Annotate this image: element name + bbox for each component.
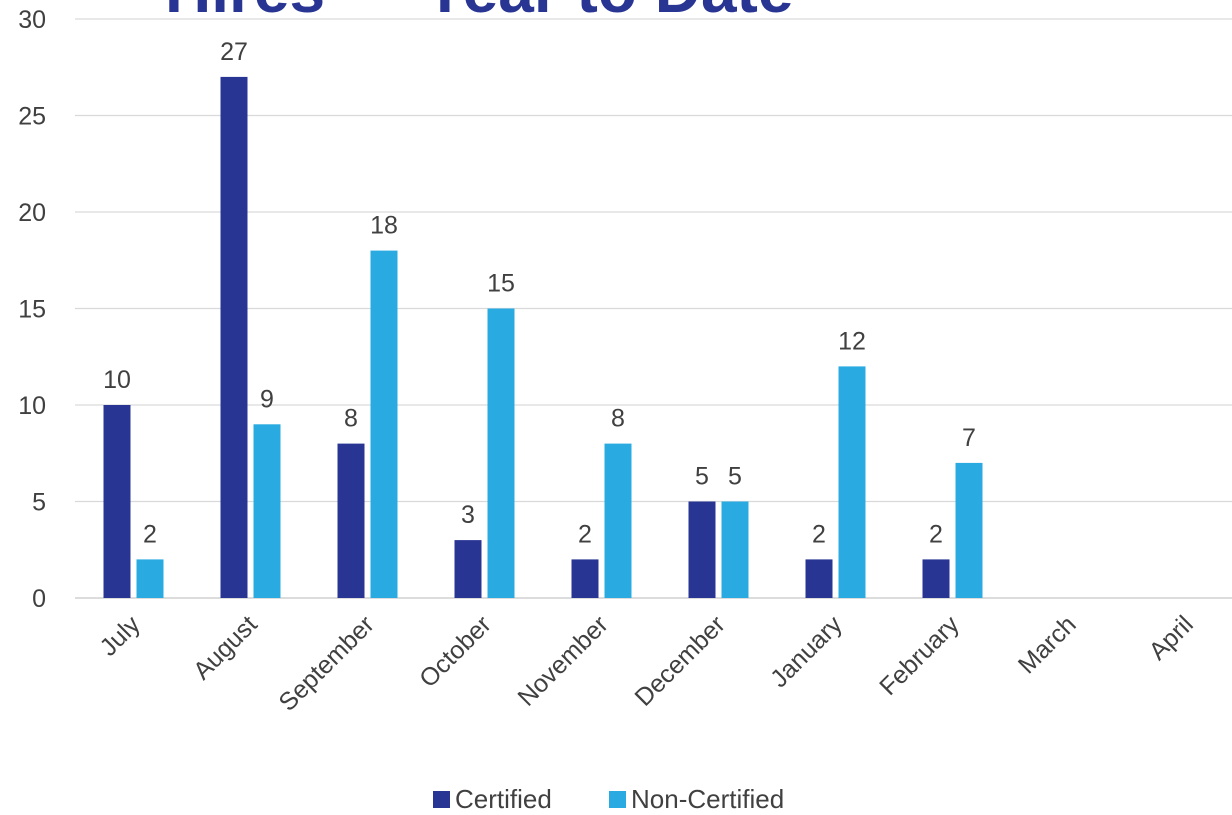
- x-tick-label: November: [512, 610, 613, 711]
- bar: [253, 424, 281, 598]
- chart-title: Hires — Year to Date: [165, 0, 793, 26]
- bar: [136, 559, 164, 598]
- data-label: 7: [962, 424, 976, 452]
- bar: [688, 501, 716, 598]
- bar: [370, 250, 398, 598]
- bar: [103, 405, 131, 598]
- data-label: 18: [370, 212, 398, 240]
- x-tick-label: February: [874, 610, 965, 701]
- data-label: 2: [812, 520, 826, 548]
- x-tick-label: March: [1013, 610, 1082, 679]
- data-label: 3: [461, 501, 475, 529]
- data-label: 12: [838, 327, 866, 355]
- bar: [604, 443, 632, 598]
- y-tick-label: 10: [18, 392, 46, 420]
- data-label: 2: [143, 520, 157, 548]
- x-tick-label: October: [414, 610, 497, 693]
- legend-label: Non-Certified: [631, 784, 784, 814]
- legend-swatch: [609, 791, 626, 808]
- data-label: 15: [487, 270, 515, 298]
- x-axis: July August September October November Decemb…: [94, 610, 1198, 717]
- legend-label: Certified: [455, 784, 552, 814]
- bar: [571, 559, 599, 598]
- bar: [838, 366, 866, 598]
- data-label: 5: [728, 463, 742, 491]
- data-labels: 10 27 8 3 2 5 2 2 2 9 18 15 8 5 12 7: [103, 38, 976, 549]
- y-tick-label: 0: [32, 585, 46, 613]
- data-label: 27: [220, 38, 248, 66]
- bar: [922, 559, 950, 598]
- y-tick-label: 20: [18, 199, 46, 227]
- y-tick-label: 5: [32, 489, 46, 517]
- data-label: 10: [103, 366, 131, 394]
- bar: [220, 76, 248, 598]
- grid-lines: [75, 18, 1232, 599]
- data-label: 2: [578, 520, 592, 548]
- bar: [337, 443, 365, 598]
- x-tick-label: April: [1144, 610, 1199, 665]
- data-label: 5: [695, 463, 709, 491]
- legend: Certified Non-Certified: [433, 784, 784, 814]
- data-label: 8: [611, 405, 625, 433]
- x-tick-label: August: [188, 610, 263, 685]
- bar: [721, 501, 749, 598]
- bar: [487, 308, 515, 598]
- legend-swatch: [433, 791, 450, 808]
- y-axis: 0 5 10 15 20 25 30: [18, 6, 46, 613]
- bars: [103, 76, 983, 598]
- data-label: 9: [260, 385, 274, 413]
- x-tick-label: July: [94, 610, 146, 662]
- data-label: 8: [344, 405, 358, 433]
- y-tick-label: 25: [18, 103, 46, 131]
- y-tick-label: 15: [18, 296, 46, 324]
- bar: [454, 540, 482, 598]
- data-label: 2: [929, 520, 943, 548]
- x-tick-label: September: [273, 610, 379, 716]
- x-tick-label: January: [765, 610, 848, 693]
- bar: [955, 462, 983, 598]
- bar: [805, 559, 833, 598]
- y-tick-label: 30: [18, 6, 46, 34]
- x-tick-label: December: [629, 610, 730, 711]
